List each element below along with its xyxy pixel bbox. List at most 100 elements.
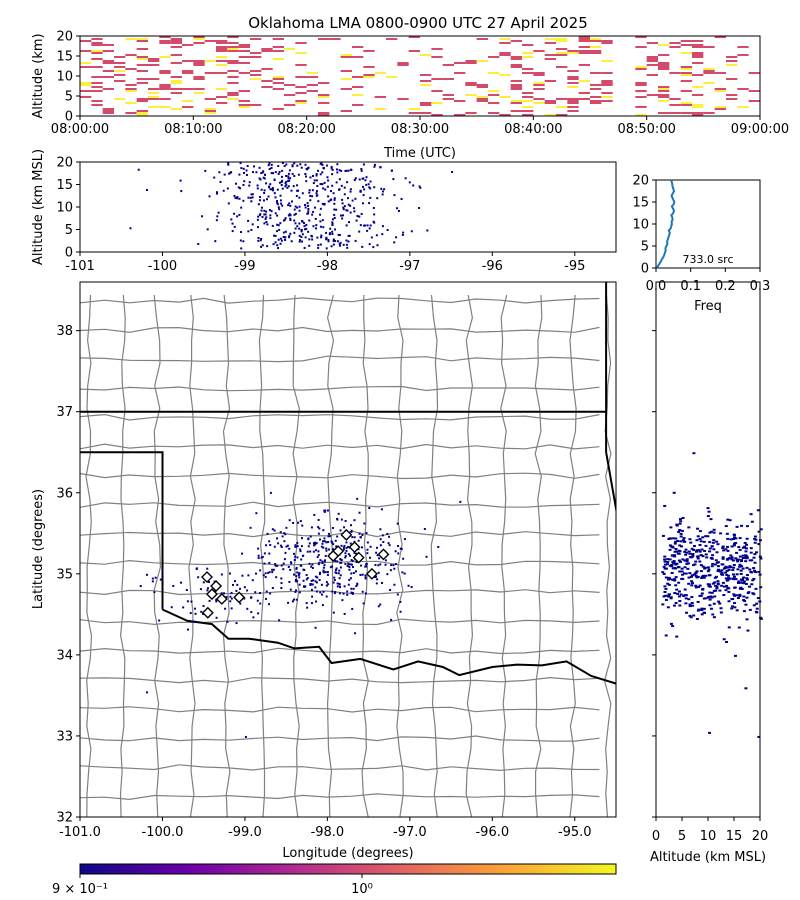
time-height-cell bbox=[318, 102, 330, 104]
plan-view-source bbox=[379, 563, 382, 566]
time-height-cell bbox=[114, 62, 126, 64]
time-height-cell bbox=[601, 60, 613, 62]
alt-lat-point bbox=[757, 735, 761, 738]
plan-view-source bbox=[151, 580, 154, 583]
time-height-cell bbox=[408, 112, 420, 114]
time-height-cell bbox=[420, 102, 432, 104]
alt-lat-point bbox=[745, 537, 749, 540]
time-height-cell bbox=[510, 88, 522, 90]
alt-lat-point bbox=[671, 561, 675, 564]
lon-alt-point bbox=[373, 163, 376, 166]
lon-alt-point bbox=[330, 245, 333, 248]
time-height-cell bbox=[318, 114, 330, 116]
lma-station-marker bbox=[348, 541, 361, 554]
time-height-cell bbox=[590, 100, 602, 102]
time-height-cell bbox=[227, 92, 239, 94]
plan-view-source bbox=[295, 589, 298, 592]
lon-alt-point bbox=[324, 188, 327, 191]
plan-view-source bbox=[361, 573, 364, 576]
time-height-cell bbox=[238, 90, 250, 92]
alt-lat-point bbox=[723, 566, 727, 569]
lon-alt-point bbox=[360, 212, 363, 215]
lon-alt-point bbox=[315, 192, 318, 195]
alt-lat-point bbox=[677, 559, 681, 562]
alt-lat-point bbox=[669, 622, 673, 625]
lon-alt-point bbox=[298, 205, 301, 208]
alt-lat-point bbox=[673, 579, 677, 582]
time-height-cell bbox=[80, 84, 92, 86]
time-height-cell bbox=[295, 76, 307, 78]
plan-view-source bbox=[359, 536, 362, 539]
plan-view-source bbox=[336, 560, 339, 563]
time-height-cell bbox=[193, 88, 205, 90]
alt-lat-point bbox=[738, 565, 742, 568]
plan-view-source bbox=[232, 583, 235, 586]
plan-view-source bbox=[186, 600, 189, 603]
plan-view-source bbox=[263, 552, 266, 555]
lon-alt-point bbox=[304, 163, 307, 166]
time-height-cell bbox=[703, 82, 715, 84]
time-height-cell bbox=[499, 54, 511, 56]
plan-view-source bbox=[344, 519, 347, 522]
lon-alt-point bbox=[331, 232, 334, 235]
plan-view-source bbox=[314, 626, 317, 629]
plan-view-source bbox=[206, 587, 209, 590]
lon-alt-point bbox=[248, 184, 251, 187]
alt-lat-point bbox=[701, 587, 705, 590]
alt-lat-point bbox=[759, 586, 763, 589]
lon-alt-point bbox=[306, 168, 309, 171]
alt-lat-point bbox=[702, 576, 706, 579]
alt-lat-point bbox=[725, 558, 729, 561]
plan-view-source bbox=[345, 541, 348, 544]
lon-alt-point bbox=[277, 238, 280, 241]
lon-alt-point bbox=[338, 234, 341, 237]
plan-view-source bbox=[292, 598, 295, 601]
lon-alt-point bbox=[262, 170, 265, 173]
alt-lat-point bbox=[703, 611, 707, 614]
state-border-line bbox=[605, 452, 616, 515]
county-line bbox=[80, 706, 600, 713]
time-height-cell bbox=[658, 100, 670, 102]
plan-view-source bbox=[358, 511, 361, 514]
plan-view-source bbox=[206, 567, 209, 570]
alt-lat-point bbox=[708, 550, 712, 553]
lon-alt-point bbox=[280, 239, 283, 242]
lon-alt-point bbox=[360, 167, 363, 170]
plan-view-source bbox=[364, 565, 367, 568]
county-line bbox=[80, 472, 600, 480]
time-height-cell bbox=[692, 106, 704, 108]
plan-view-source bbox=[257, 554, 260, 557]
lon-alt-point bbox=[294, 205, 297, 208]
plan-view-source bbox=[208, 599, 211, 602]
alt-lat-point bbox=[733, 606, 737, 609]
lon-alt-point bbox=[366, 229, 369, 232]
time-height-cell bbox=[522, 92, 534, 94]
state-borders bbox=[80, 282, 616, 685]
plan-view-source bbox=[323, 540, 326, 543]
alt-lat-point bbox=[672, 491, 676, 494]
lon-alt-point bbox=[352, 207, 355, 210]
time-height-cell bbox=[465, 60, 477, 62]
lon-alt-point bbox=[315, 190, 318, 193]
lon-alt-point bbox=[341, 202, 344, 205]
lon-alt-point bbox=[239, 231, 242, 234]
alt-lat-point bbox=[681, 539, 685, 542]
lon-alt-point bbox=[293, 162, 296, 165]
alt-lat-point bbox=[752, 556, 756, 559]
alt-lat-point bbox=[664, 594, 668, 597]
plan-view-source bbox=[287, 565, 290, 568]
alt-lat-point bbox=[687, 598, 691, 601]
colorbar-tick-low: 9 × 10⁻¹ bbox=[52, 882, 108, 897]
plan-view-source bbox=[325, 547, 328, 550]
alt-lat-point bbox=[701, 555, 705, 558]
lon-alt-point bbox=[379, 166, 382, 169]
alt-lat-point bbox=[731, 577, 735, 580]
plan-view-source bbox=[386, 532, 389, 535]
time-height-cell bbox=[170, 88, 182, 90]
time-height-cell bbox=[182, 72, 194, 74]
time-height-cell bbox=[114, 70, 126, 72]
plan-view-source bbox=[369, 545, 372, 548]
alt-lat-point bbox=[735, 558, 739, 561]
lon-alt-frame bbox=[79, 161, 617, 253]
plan-view-source bbox=[200, 610, 203, 613]
